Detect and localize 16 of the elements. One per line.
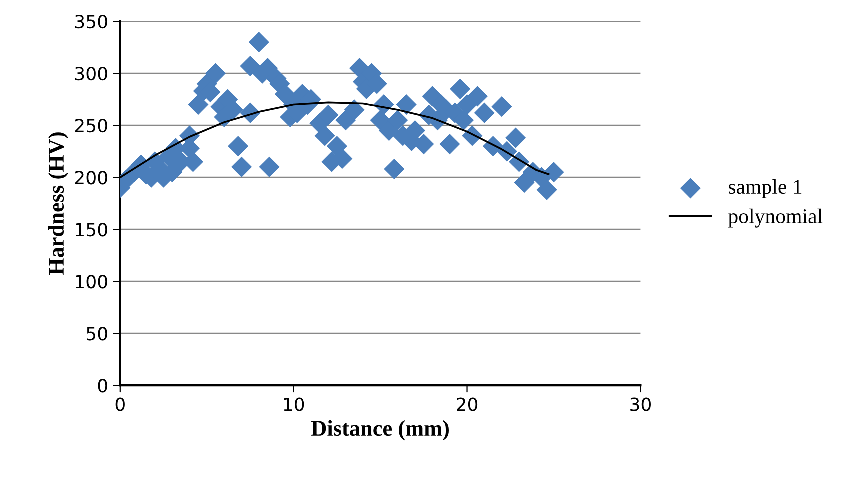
x-axis-title: Distance (mm): [312, 420, 449, 441]
x-tick-label: 0: [116, 398, 125, 412]
y-tick-label: 250: [75, 119, 108, 133]
y-tick-label: 0: [98, 379, 108, 393]
y-axis-title: Hardness (HV): [48, 132, 69, 276]
x-tick-label: 20: [457, 398, 478, 412]
y-tick-label: 300: [76, 67, 108, 81]
y-tick-label: 150: [76, 223, 108, 237]
legend-label: sample 1: [729, 179, 802, 198]
x-tick-label: 10: [284, 398, 304, 412]
y-tick-label: 200: [75, 171, 108, 185]
y-tick-label: 50: [87, 327, 108, 341]
legend-label: polynomial: [728, 208, 823, 228]
y-tick-label: 350: [76, 15, 108, 29]
y-tick-label: 100: [76, 275, 108, 289]
x-tick-label: 30: [630, 398, 651, 412]
